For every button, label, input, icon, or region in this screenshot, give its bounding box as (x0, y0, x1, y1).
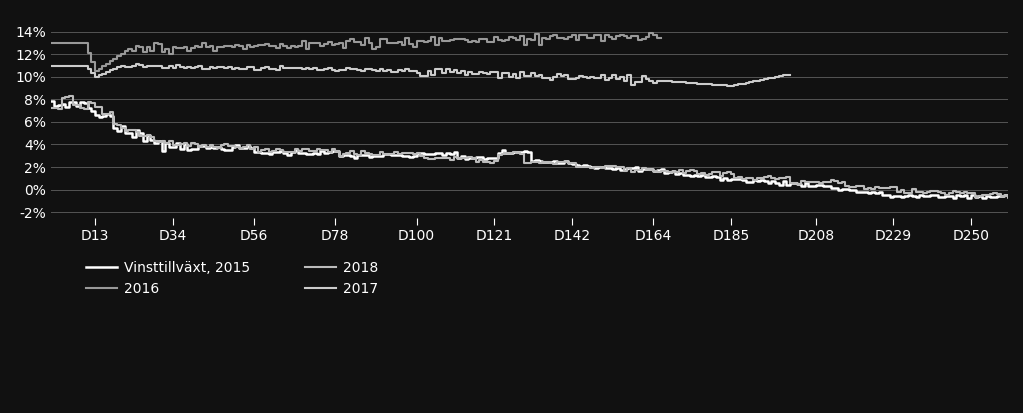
2016 (447, 36, 459, 41)
2017 (159, 65, 171, 70)
2018 (447, 154, 459, 159)
2018 (1002, 193, 1014, 198)
Vinsttillväxt, 2015 (181, 148, 193, 153)
2016 (444, 38, 456, 43)
2018 (962, 191, 974, 196)
Line: 2017: 2017 (50, 64, 787, 86)
Vinsttillväxt, 2015 (447, 150, 459, 154)
Vinsttillväxt, 2015 (159, 141, 171, 146)
Vinsttillväxt, 2015 (962, 195, 974, 200)
2017 (44, 63, 56, 68)
2018 (44, 106, 56, 111)
2018 (451, 155, 463, 160)
2018 (185, 141, 197, 146)
2018 (969, 194, 981, 199)
2018 (163, 138, 175, 143)
2018 (63, 93, 76, 98)
2018 (820, 180, 833, 185)
Legend: Vinsttillväxt, 2015, 2016, 2018, 2017: Vinsttillväxt, 2015, 2016, 2018, 2017 (86, 261, 379, 296)
2016 (159, 46, 171, 51)
2017 (447, 68, 459, 73)
Line: 2016: 2016 (50, 33, 657, 71)
Vinsttillväxt, 2015 (1002, 195, 1014, 199)
2017 (444, 69, 456, 74)
Line: Vinsttillväxt, 2015: Vinsttillväxt, 2015 (50, 101, 1008, 198)
Line: 2018: 2018 (50, 96, 1008, 197)
Vinsttillväxt, 2015 (946, 196, 959, 201)
2016 (181, 49, 193, 54)
Vinsttillväxt, 2015 (817, 183, 830, 188)
Vinsttillväxt, 2015 (44, 99, 56, 104)
Vinsttillväxt, 2015 (444, 152, 456, 157)
2017 (181, 65, 193, 70)
2016 (44, 40, 56, 45)
